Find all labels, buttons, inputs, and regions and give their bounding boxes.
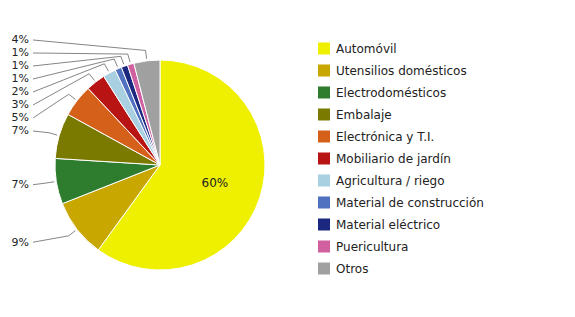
- legend-swatch: [318, 263, 330, 275]
- chart: 60%4%1%1%1%2%3%5%7%7%9%AutomóvilUtensili…: [0, 0, 575, 317]
- data-label: 7%: [12, 178, 29, 191]
- legend-swatch: [318, 241, 330, 253]
- leader-line: [33, 182, 54, 185]
- legend-swatch: [318, 197, 330, 209]
- leader-line: [33, 59, 117, 79]
- legend-label: Mobiliario de jardín: [336, 152, 451, 166]
- data-label: 60%: [202, 176, 229, 190]
- leader-line: [33, 94, 75, 118]
- data-label: 4%: [12, 33, 29, 46]
- legend-label: Agricultura / riego: [336, 174, 445, 188]
- legend-label: Puericultura: [336, 240, 408, 254]
- leader-line: [33, 131, 57, 135]
- background: [0, 0, 575, 317]
- leader-line: [33, 74, 94, 105]
- legend-swatch: [318, 175, 330, 187]
- legend-label: Utensilios domésticos: [336, 64, 467, 78]
- legend-swatch: [318, 131, 330, 143]
- legend-swatch: [318, 87, 330, 99]
- legend-label: Automóvil: [336, 42, 397, 56]
- legend-label: Electrónica y T.I.: [336, 130, 434, 144]
- legend-label: Electrodomésticos: [336, 86, 446, 100]
- legend-swatch: [318, 109, 330, 121]
- pie-slice: [55, 158, 160, 203]
- legend-label: Material eléctrico: [336, 218, 440, 232]
- leader-line: [33, 64, 108, 92]
- legend-label: Embalaje: [336, 108, 392, 122]
- leader-line: [33, 56, 124, 66]
- data-label: 5%: [12, 111, 29, 124]
- legend-label: Material de construcción: [336, 196, 484, 210]
- leader-line: [33, 231, 75, 243]
- data-label: 7%: [12, 124, 29, 137]
- data-labels: 60%4%1%1%1%2%3%5%7%7%9%: [12, 33, 229, 248]
- legend-swatch: [318, 65, 330, 77]
- data-label: 9%: [12, 236, 29, 249]
- data-label: 2%: [12, 85, 29, 98]
- data-label: 1%: [12, 72, 29, 85]
- slices: [55, 60, 265, 270]
- legend-label: Otros: [336, 262, 368, 276]
- legend-swatch: [318, 43, 330, 55]
- data-label: 3%: [12, 98, 29, 111]
- pie-slice: [134, 60, 160, 165]
- data-label: 1%: [12, 59, 29, 72]
- data-label: 1%: [12, 46, 29, 59]
- legend-swatch: [318, 153, 330, 165]
- legend-swatch: [318, 219, 330, 231]
- leader-line: [33, 40, 147, 59]
- legend: Automóvil Utensilios domésticos Electrodom…: [318, 42, 484, 276]
